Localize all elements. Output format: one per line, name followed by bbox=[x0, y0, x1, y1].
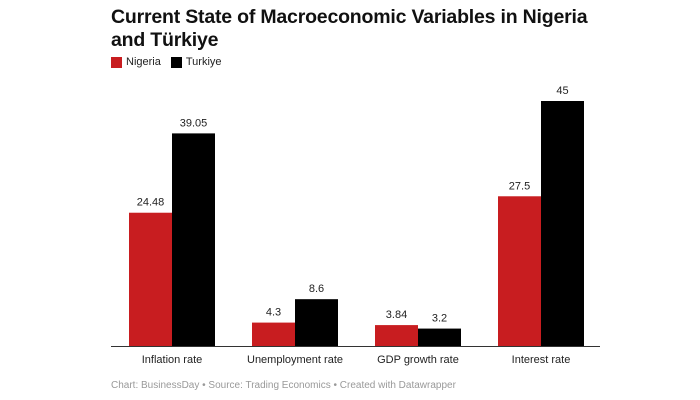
data-label-nigeria: 24.48 bbox=[137, 197, 165, 209]
data-label-nigeria: 4.3 bbox=[266, 307, 281, 319]
legend-label-nigeria: Nigeria bbox=[126, 56, 161, 68]
legend-swatch-turkiye bbox=[170, 56, 182, 68]
bar-turkiye bbox=[541, 101, 584, 346]
data-label-turkiye: 3.2 bbox=[432, 313, 447, 325]
bar-turkiye bbox=[295, 299, 338, 346]
legend-swatch-nigeria bbox=[111, 56, 122, 68]
legend: Nigeria Turkiye bbox=[111, 56, 222, 68]
bar-nigeria bbox=[498, 196, 541, 346]
bar-nigeria bbox=[375, 325, 418, 346]
chart-title: Current State of Macroeconomic Variables… bbox=[111, 6, 588, 51]
legend-item-nigeria: Nigeria bbox=[111, 56, 161, 68]
data-label-turkiye: 8.6 bbox=[309, 283, 324, 295]
x-tick-label: Interest rate bbox=[512, 354, 571, 366]
x-tick-label: Unemployment rate bbox=[247, 354, 343, 366]
data-label-nigeria: 27.5 bbox=[509, 180, 530, 192]
bar-turkiye bbox=[172, 133, 215, 346]
legend-label-turkiye: Turkiye bbox=[185, 56, 222, 68]
bar-nigeria bbox=[252, 322, 295, 346]
x-tick-label: Inflation rate bbox=[142, 354, 203, 366]
bar-turkiye bbox=[418, 328, 461, 346]
data-label-turkiye: 45 bbox=[556, 85, 568, 97]
data-label-nigeria: 3.84 bbox=[386, 309, 407, 321]
bar-nigeria bbox=[129, 212, 172, 346]
legend-item-turkiye: Turkiye bbox=[170, 56, 222, 68]
x-tick-label: GDP growth rate bbox=[377, 354, 459, 366]
chart-footer: Chart: BusinessDay • Source: Trading Eco… bbox=[111, 380, 456, 391]
data-label-turkiye: 39.05 bbox=[180, 117, 208, 129]
